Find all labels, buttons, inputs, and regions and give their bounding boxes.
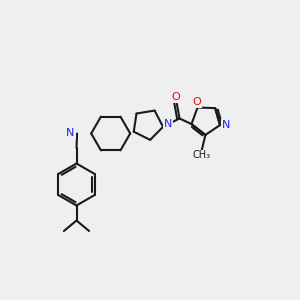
Text: CH₃: CH₃ <box>193 150 211 160</box>
Text: N: N <box>66 128 75 139</box>
Text: O: O <box>192 97 201 107</box>
Text: O: O <box>172 92 180 102</box>
Text: N: N <box>164 119 172 129</box>
Text: N: N <box>222 120 230 130</box>
